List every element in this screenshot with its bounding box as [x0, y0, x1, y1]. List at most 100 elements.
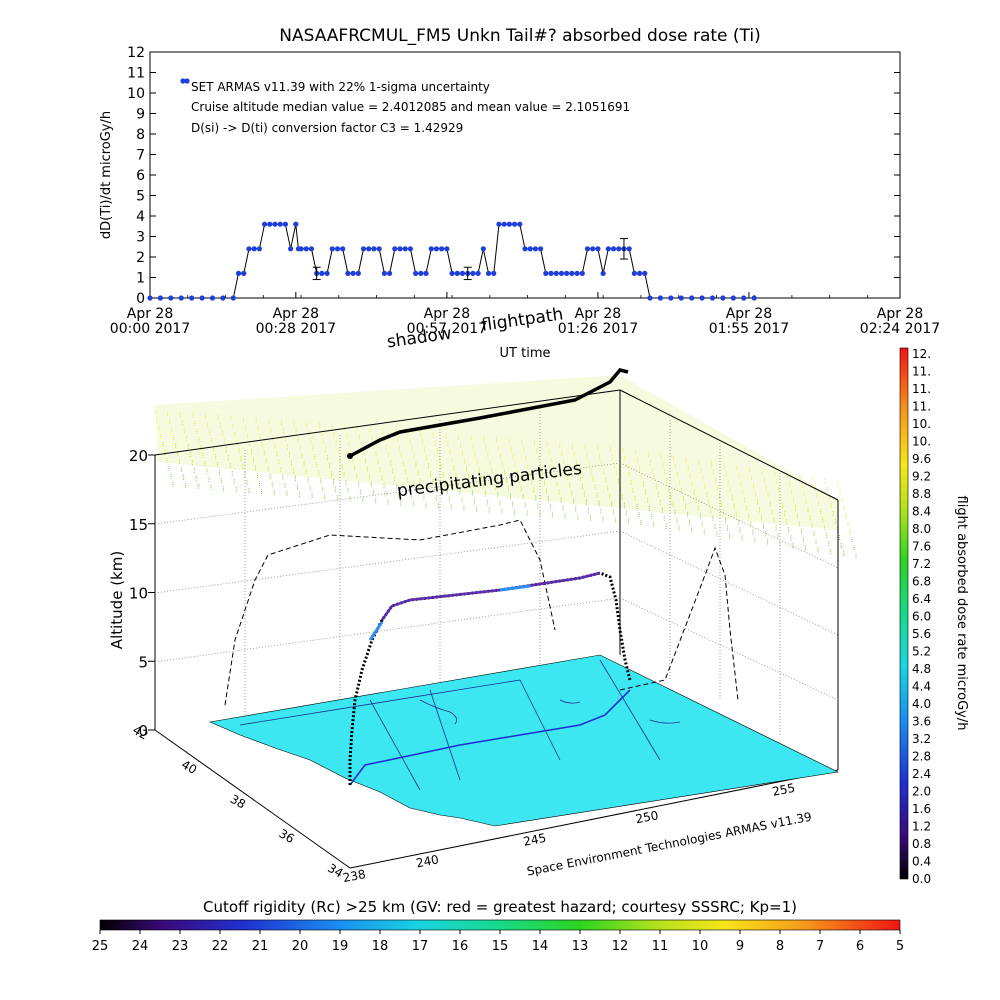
rigidity-colorbar	[99, 919, 901, 931]
legend-marker	[180, 78, 186, 84]
x-tick-time: 02:24 2017	[860, 321, 940, 337]
data-point	[574, 270, 580, 276]
rigidity-tick-label: 9	[736, 939, 744, 954]
data-point	[319, 270, 325, 276]
data-point	[293, 221, 299, 227]
data-point	[371, 246, 377, 252]
data-point	[251, 246, 257, 252]
lat-tick-label: 38	[228, 792, 248, 812]
colorbar-tick-label: 0.4	[912, 855, 931, 869]
data-point	[517, 221, 523, 227]
data-point	[334, 246, 341, 252]
lat-tick-label: 42	[130, 723, 150, 743]
y-tick-label: 8	[136, 127, 145, 143]
legend-marker	[184, 78, 190, 84]
z-tick-label: 10	[129, 585, 148, 603]
series-points-armas	[147, 221, 757, 301]
y-tick-label: 6	[136, 168, 145, 184]
rigidity-tick-label: 25	[92, 939, 109, 954]
colorbar-tick-label: 2.4	[912, 767, 931, 781]
series-line-armas	[150, 223, 755, 299]
data-point	[459, 270, 466, 276]
data-point	[511, 221, 518, 227]
data-point	[522, 246, 528, 252]
data-point	[616, 246, 622, 252]
data-point	[538, 246, 544, 252]
rigidity-tick-label: 17	[412, 939, 429, 954]
data-point	[220, 295, 226, 301]
data-point	[699, 295, 705, 301]
data-point	[491, 270, 497, 276]
legend-entry: SET ARMAS v11.39 with 22% 1-sigma uncert…	[191, 80, 490, 94]
data-point	[418, 270, 424, 276]
rigidity-tick-label: 24	[132, 939, 149, 954]
z-tick-label: 0	[138, 722, 148, 740]
data-point	[668, 295, 674, 301]
colorbar-tick-label: 9.6	[912, 452, 931, 466]
data-point	[329, 246, 335, 252]
data-point	[267, 221, 273, 227]
rigidity-tick-label: 6	[856, 939, 864, 954]
data-point	[168, 295, 174, 301]
colorbar-tick-label: 11.	[912, 365, 931, 379]
colorbar-tick-label: 5.2	[912, 645, 931, 659]
data-point	[496, 221, 502, 227]
rigidity-label: Cutoff rigidity (Rc) >25 km (GV: red = g…	[203, 898, 797, 916]
data-point	[178, 295, 184, 301]
data-point	[189, 295, 195, 301]
lat-tick-label: 36	[277, 826, 297, 846]
x-axis-label: UT time	[500, 346, 551, 361]
data-point	[444, 246, 450, 252]
lon-tick-label: 238	[342, 867, 367, 885]
data-point	[360, 246, 367, 252]
x-tick-day: Apr 28	[127, 306, 173, 322]
lon-tick-label: 250	[634, 808, 659, 826]
lat-tick-label: 40	[179, 757, 199, 777]
box-frame	[154, 389, 839, 869]
data-point	[407, 246, 414, 252]
data-point	[689, 295, 695, 301]
x-tick-day: Apr 28	[424, 306, 470, 322]
footer-credit: Space Environment Technologies ARMAS v11…	[526, 810, 813, 879]
colorbar-tick-label: 8.4	[912, 505, 931, 519]
rigidity-tick-label: 15	[492, 939, 509, 954]
colorbar-tick-label: 0.0	[912, 872, 931, 886]
data-point	[272, 221, 278, 227]
data-point	[433, 246, 440, 252]
colorbar-tick-label: 6.4	[912, 592, 931, 606]
rigidity-tick-label: 19	[332, 939, 349, 954]
data-point	[579, 270, 585, 276]
data-point	[543, 270, 549, 276]
data-point	[678, 295, 684, 301]
x-tick-time: 01:26 2017	[558, 321, 638, 337]
data-point	[485, 270, 492, 276]
x-tick-day: Apr 28	[726, 306, 772, 322]
data-point	[199, 295, 205, 301]
data-point	[553, 270, 559, 276]
data-point	[288, 246, 294, 252]
precipitating-particles-layer	[154, 375, 857, 559]
y-tick-label: 1	[136, 271, 145, 287]
data-point	[532, 246, 539, 252]
ground-map	[208, 654, 839, 827]
data-point	[235, 270, 242, 276]
y-axis-label: dD(Ti)/dt microGy/h	[99, 111, 114, 239]
data-point	[381, 270, 387, 276]
colorbar-tick-label: 1.2	[912, 820, 931, 834]
data-point	[631, 270, 637, 276]
grid-lines	[154, 405, 839, 735]
data-point	[324, 270, 330, 276]
data-point	[751, 295, 757, 301]
rigidity-ticks: 25 24 23 22 21 20 19 18 17 16 15 14 13 12 11 10 9 8 7 6 5	[92, 930, 904, 954]
colorbar-tick-label: 6.8	[912, 575, 931, 589]
colorbar-tick-label: 8.0	[912, 522, 931, 536]
data-point	[298, 246, 304, 252]
lon-tick-label: 255	[771, 781, 796, 799]
colorbar-tick-label: 11.	[912, 400, 931, 414]
data-point	[569, 270, 575, 276]
colorbar-tick-label: 1.6	[912, 802, 931, 816]
data-point	[506, 221, 512, 227]
z-tick-label: 15	[129, 516, 148, 534]
legend-cruise-note: Cruise altitude median value = 2.4012085…	[191, 100, 630, 114]
y-tick-label: 11	[127, 66, 145, 82]
